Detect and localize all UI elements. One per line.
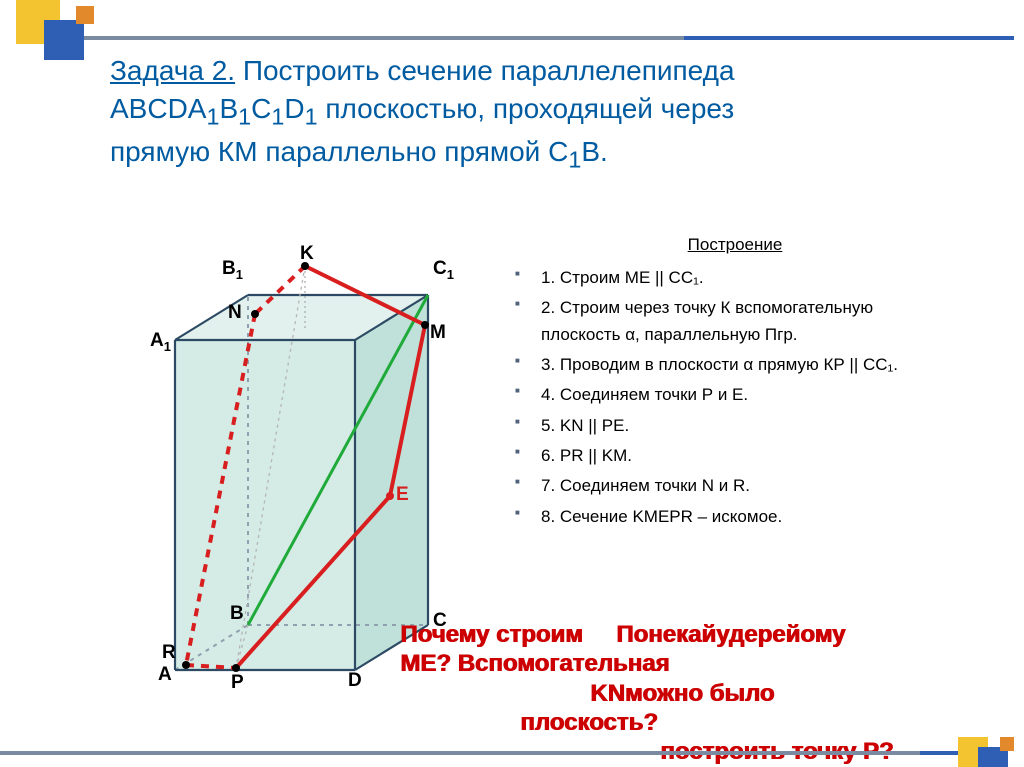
- label-C1: C1: [433, 258, 454, 282]
- label-K: K: [300, 243, 314, 265]
- step-6: 6. PR || KM.: [515, 443, 955, 469]
- problem-statement: Задача 2. Построить сечение параллелепип…: [110, 52, 930, 176]
- construction-list: 1. Строим МЕ || СС₁. 2. Строим через точ…: [515, 265, 955, 530]
- step-7: 7. Соединяем точки N и R.: [515, 473, 955, 499]
- label-E: E: [396, 484, 409, 506]
- label-M: M: [430, 322, 446, 344]
- label-B1: B1: [222, 258, 243, 282]
- label-A: A: [158, 664, 172, 686]
- step-8: 8. Сечение KMEPR – искомое.: [515, 504, 955, 530]
- construction-block: Построение 1. Строим МЕ || СС₁. 2. Строи…: [515, 235, 955, 534]
- construction-title: Построение: [515, 235, 955, 255]
- label-D: D: [348, 670, 362, 692]
- problem-label: Задача 2.: [110, 55, 235, 86]
- step-4: 4. Соединяем точки Р и Е.: [515, 382, 955, 408]
- label-A1: A1: [150, 330, 171, 354]
- label-P: P: [231, 672, 244, 694]
- label-B: В: [230, 603, 244, 625]
- decor-top: [0, 0, 1024, 60]
- label-R: R: [162, 642, 176, 664]
- step-1: 1. Строим МЕ || СС₁.: [515, 265, 955, 291]
- step-5: 5. KN || PE.: [515, 413, 955, 439]
- label-N: N: [228, 302, 242, 324]
- step-3: 3. Проводим в плоскости α прямую КР || С…: [515, 352, 955, 378]
- step-2: 2. Строим через точку К вспомогательную …: [515, 295, 955, 348]
- decor-bottom: [0, 737, 1024, 767]
